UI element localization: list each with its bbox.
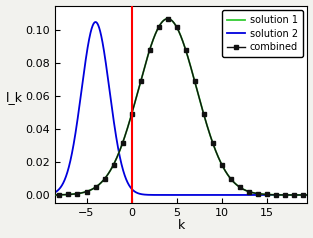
combined [121,142,125,144]
solution 2 [97,25,101,28]
solution 1 [305,193,309,196]
Y-axis label: l_k: l_k [6,91,23,104]
combined [238,186,242,189]
combined [175,26,178,29]
combined [85,190,88,193]
solution 2 [94,21,97,24]
solution 1 [161,20,165,23]
solution 2 [150,193,154,196]
solution 1 [150,42,154,45]
combined [76,192,80,195]
combined [148,49,151,51]
combined [220,163,224,166]
solution 2 [301,193,305,196]
combined [184,49,187,51]
solution 2 [161,193,165,196]
solution 2 [274,193,277,196]
solution 2 [53,191,57,194]
combined [301,193,305,196]
Line: solution 1: solution 1 [55,19,307,195]
combined [211,142,215,144]
solution 2 [305,193,309,196]
combined [67,193,70,196]
combined [265,193,269,196]
Line: combined: combined [58,17,305,197]
solution 1 [274,193,277,196]
combined [112,163,115,166]
X-axis label: k: k [177,219,185,233]
solution 1 [166,17,170,20]
combined [193,80,197,83]
solution 1 [97,183,100,186]
solution 1 [53,193,57,196]
combined [202,113,206,116]
combined [130,113,133,116]
solution 1 [301,193,305,196]
combined [274,193,278,196]
combined [94,186,97,189]
combined [256,192,260,195]
combined [58,193,61,196]
combined [292,193,296,196]
combined [103,177,106,180]
combined [283,193,287,196]
combined [139,80,142,83]
solution 2 [82,72,86,75]
combined [157,26,161,29]
combined [247,190,251,193]
solution 1 [82,191,86,194]
combined [166,17,170,20]
Line: solution 2: solution 2 [55,22,307,195]
Legend: solution 1, solution 2, combined: solution 1, solution 2, combined [222,10,303,57]
combined [229,177,233,180]
